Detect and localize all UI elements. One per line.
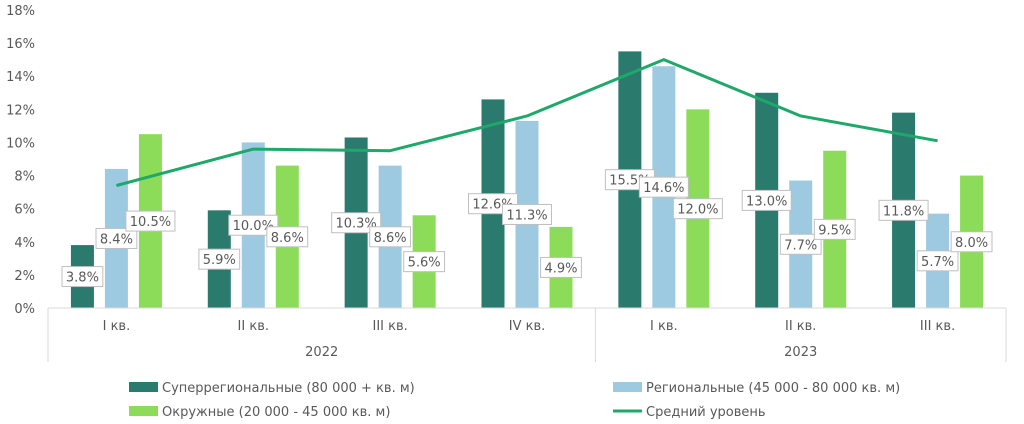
data-label-box (672, 198, 723, 220)
x-tick-label: II кв. (785, 319, 816, 334)
y-tick-label: 0% (14, 302, 35, 317)
legend-label: Региональные (45 000 - 80 000 кв. м) (646, 381, 900, 396)
data-label-box (741, 189, 792, 211)
data-label: 12.0% (677, 203, 718, 218)
data-labels: 3.8%5.9%10.3%12.6%15.5%13.0%11.8%8.4%10.… (61, 169, 993, 288)
data-label: 5.9% (203, 253, 236, 268)
data-label: 10.5% (130, 215, 171, 230)
x-group-label: 2023 (784, 345, 817, 360)
legend-label: Средний уровень (646, 405, 766, 420)
data-label: 4.9% (544, 261, 577, 276)
data-label-box (403, 251, 446, 273)
data-label: 8.6% (271, 231, 304, 246)
data-label: 11.8% (883, 204, 924, 219)
y-tick-label: 2% (14, 269, 35, 284)
x-tick-label: I кв. (650, 319, 678, 334)
x-axis: I кв. II кв. III кв. IV кв. I кв. II кв. III к… (47, 307, 1007, 362)
data-label-box (779, 233, 822, 255)
data-label-box (540, 256, 582, 278)
data-label-box (228, 214, 279, 236)
data-label: 7.7% (784, 238, 817, 253)
legend: Суперрегиональные (80 000 + кв. м) Регион… (129, 381, 900, 420)
y-tick-label: 6% (14, 203, 35, 218)
y-tick-label: 4% (14, 236, 35, 251)
data-label-box (125, 210, 176, 232)
data-label-box (813, 218, 856, 240)
y-tick-label: 12% (6, 103, 35, 118)
data-label-box (95, 227, 138, 249)
data-label-box (916, 250, 959, 272)
legend-label: Суперрегиональные (80 000 + кв. м) (162, 381, 415, 396)
x-group-label: 2022 (305, 345, 338, 360)
data-label: 8.0% (955, 236, 988, 251)
data-label-box (502, 203, 552, 225)
data-label: 11.3% (506, 208, 547, 223)
legend-swatch (129, 406, 158, 416)
x-tick-label: II кв. (238, 319, 269, 334)
data-label-box (878, 199, 929, 221)
data-label-box (331, 212, 382, 234)
y-axis-ticks: 0% 2% 4% 6% 8% 10% 12% 14% 16% 18% (6, 4, 35, 317)
x-tick-label: IV кв. (509, 319, 546, 334)
data-label: 14.6% (643, 181, 684, 196)
data-label: 3.8% (66, 271, 99, 286)
data-label-box (266, 226, 309, 248)
legend-swatch (613, 382, 642, 392)
legend-label: Окружные (20 000 - 45 000 кв. м) (162, 405, 390, 420)
x-tick-label: III кв. (920, 319, 955, 334)
average-line (116, 58, 938, 187)
y-tick-label: 10% (6, 136, 35, 151)
data-label-box (950, 231, 993, 253)
y-tick-label: 16% (6, 37, 35, 52)
data-label: 10.0% (233, 219, 274, 234)
x-tick-label: I кв. (103, 319, 131, 334)
y-tick-label: 18% (6, 4, 35, 19)
data-label-box (369, 226, 412, 248)
average-line-path (116, 58, 938, 187)
data-label: 5.6% (408, 256, 441, 271)
y-tick-label: 14% (6, 70, 35, 85)
data-label-box (198, 248, 241, 270)
data-label: 8.6% (374, 231, 407, 246)
data-label: 5.7% (921, 255, 954, 270)
data-label-box (638, 176, 689, 198)
y-tick-label: 8% (14, 170, 35, 185)
legend-swatch (129, 382, 158, 392)
data-label: 8.4% (100, 232, 133, 247)
data-label-box (61, 266, 104, 288)
data-label: 10.3% (335, 217, 376, 232)
x-tick-label: III кв. (373, 319, 408, 334)
data-label: 9.5% (818, 223, 851, 238)
data-label: 13.0% (746, 194, 787, 209)
